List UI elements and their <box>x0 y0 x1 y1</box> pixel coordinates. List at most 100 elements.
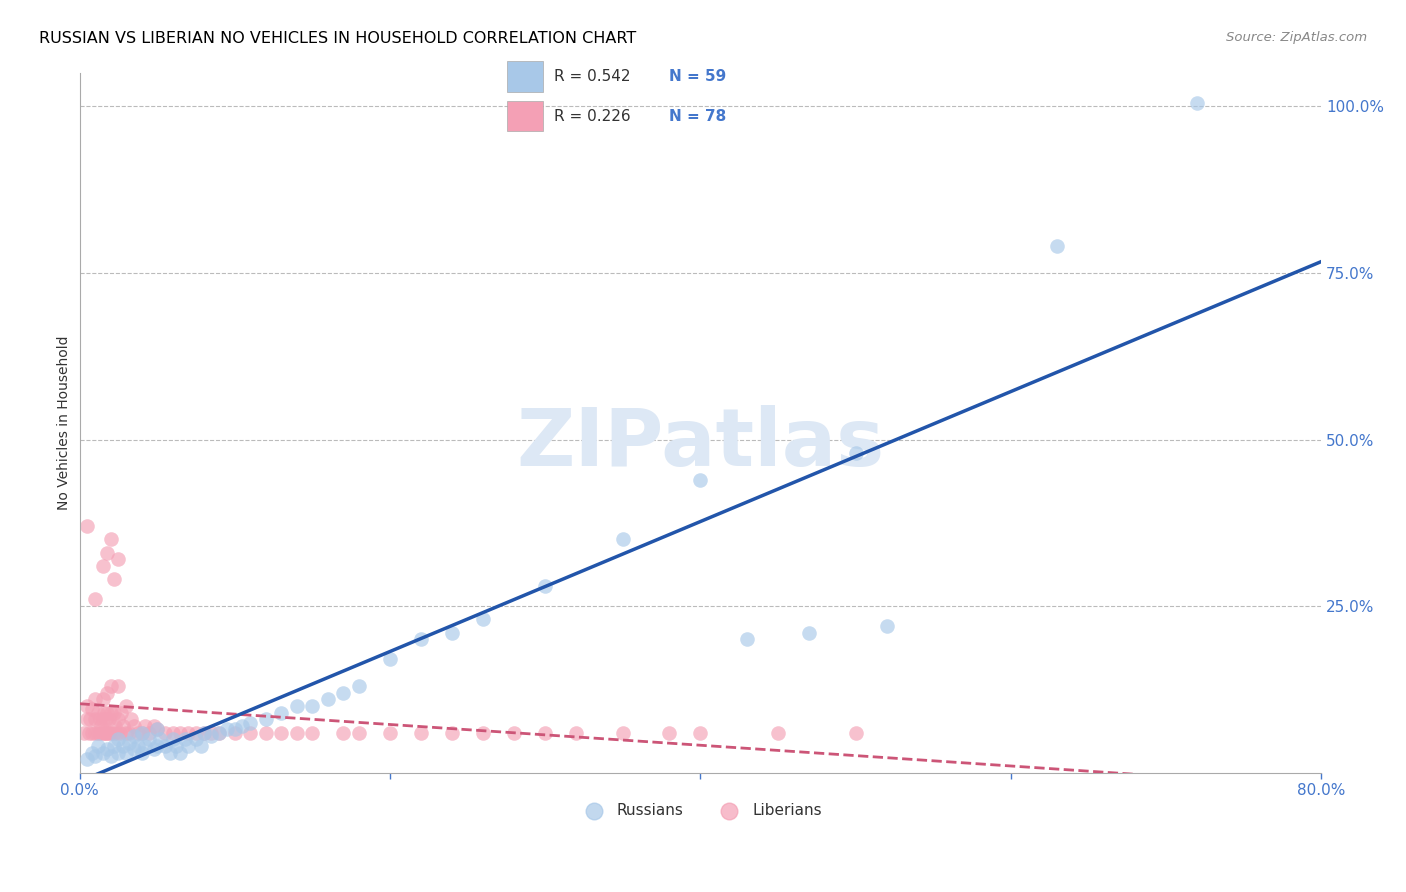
Point <box>208 725 231 739</box>
Point <box>844 725 866 739</box>
Text: ZIPatlas: ZIPatlas <box>516 405 884 483</box>
Point <box>689 473 711 487</box>
Point <box>89 725 111 739</box>
Point <box>91 746 114 760</box>
Point <box>107 713 129 727</box>
Point <box>316 692 339 706</box>
Point <box>76 519 98 533</box>
Point <box>215 723 238 737</box>
Point <box>115 725 138 739</box>
Point <box>146 723 169 737</box>
FancyBboxPatch shape <box>508 101 543 131</box>
Point <box>1046 239 1069 253</box>
Point <box>200 725 222 739</box>
Point <box>131 746 153 760</box>
Point <box>270 706 292 720</box>
Point <box>91 559 114 574</box>
Point <box>94 725 117 739</box>
Point <box>143 742 166 756</box>
Point <box>76 699 98 714</box>
Point <box>77 725 100 739</box>
Point <box>409 725 432 739</box>
Point <box>107 746 129 760</box>
Point <box>122 729 145 743</box>
Point <box>87 739 110 753</box>
Point <box>301 725 323 739</box>
Point <box>503 725 526 739</box>
Point <box>876 619 898 633</box>
Point <box>115 746 138 760</box>
Point <box>138 725 160 739</box>
Point <box>409 632 432 647</box>
Point <box>844 446 866 460</box>
Point <box>169 746 191 760</box>
Text: Source: ZipAtlas.com: Source: ZipAtlas.com <box>1226 31 1367 45</box>
Point <box>100 725 122 739</box>
Point <box>122 742 145 756</box>
Point <box>239 725 262 739</box>
Point <box>193 725 215 739</box>
Point <box>93 725 115 739</box>
Point <box>127 725 149 739</box>
Text: RUSSIAN VS LIBERIAN NO VEHICLES IN HOUSEHOLD CORRELATION CHART: RUSSIAN VS LIBERIAN NO VEHICLES IN HOUSE… <box>39 31 637 46</box>
Point <box>84 692 107 706</box>
Point <box>254 725 277 739</box>
Point <box>98 713 121 727</box>
Point <box>301 699 323 714</box>
Point <box>162 725 184 739</box>
Text: N = 59: N = 59 <box>669 69 727 84</box>
Point <box>254 713 277 727</box>
Point <box>612 725 634 739</box>
Point <box>165 739 187 753</box>
Point <box>94 713 117 727</box>
Point <box>87 725 110 739</box>
Point <box>76 752 98 766</box>
Point <box>100 533 122 547</box>
Point <box>138 732 160 747</box>
Point <box>134 719 156 733</box>
Point <box>146 739 169 753</box>
Point <box>534 725 557 739</box>
Point <box>100 749 122 764</box>
Point <box>103 706 125 720</box>
Point <box>96 742 118 756</box>
Point <box>107 732 129 747</box>
Text: R = 0.542: R = 0.542 <box>554 69 630 84</box>
Point <box>332 725 354 739</box>
Point <box>84 749 107 764</box>
Point <box>98 725 121 739</box>
Point <box>107 552 129 566</box>
Point <box>96 686 118 700</box>
Point <box>104 719 127 733</box>
Point <box>107 679 129 693</box>
Point <box>440 725 463 739</box>
FancyBboxPatch shape <box>508 62 543 92</box>
Point <box>184 732 207 747</box>
Point <box>797 625 820 640</box>
Point <box>91 713 114 727</box>
Point <box>658 725 681 739</box>
Point <box>127 739 149 753</box>
Point <box>735 632 758 647</box>
Point <box>231 719 253 733</box>
Point <box>1185 95 1208 110</box>
Point <box>84 592 107 607</box>
Point <box>105 725 128 739</box>
Point <box>111 739 134 753</box>
Point <box>153 725 176 739</box>
Point <box>689 725 711 739</box>
Point <box>332 686 354 700</box>
Point <box>76 713 98 727</box>
Point <box>285 725 308 739</box>
Point <box>169 725 191 739</box>
Point <box>96 546 118 560</box>
Point <box>89 713 111 727</box>
Point <box>224 725 246 739</box>
Point <box>110 706 132 720</box>
Point <box>162 732 184 747</box>
Point <box>149 732 172 747</box>
Point <box>120 713 142 727</box>
Point <box>270 725 292 739</box>
Point <box>84 725 107 739</box>
Point <box>80 725 103 739</box>
